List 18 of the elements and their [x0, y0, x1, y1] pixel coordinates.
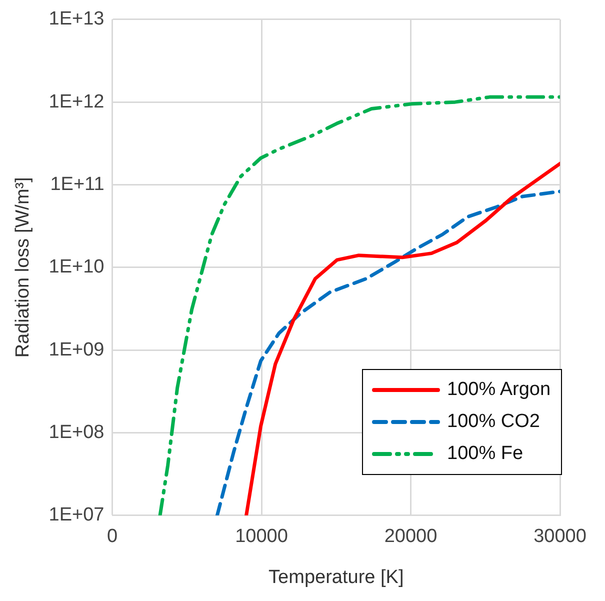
y-tick-label: 1E+08: [48, 422, 104, 443]
y-tick-label: 1E+12: [48, 91, 104, 112]
y-tick-label: 1E+13: [48, 8, 104, 30]
line-series: [215, 190, 560, 516]
x-tick-label: 30000: [534, 526, 586, 548]
x-tick-label: 10000: [235, 526, 288, 548]
line-series: [158, 95, 560, 516]
legend-label: 100% CO2: [447, 411, 540, 434]
y-tick-label: 1E+11: [50, 174, 104, 195]
legend-label: 100% Argon: [447, 379, 551, 402]
y-tick-label: 1E+07: [48, 504, 104, 526]
y-axis-title: Radiation loss [W/m³]: [12, 177, 34, 358]
x-tick-label: 0: [106, 526, 118, 548]
x-tick-label: 20000: [384, 526, 438, 548]
x-axis-title: Temperature [K]: [268, 566, 404, 588]
y-tick-label: 1E+10: [48, 256, 104, 278]
y-tick-label: 1E+09: [48, 339, 104, 360]
legend-label: 100% Fe: [447, 443, 524, 466]
